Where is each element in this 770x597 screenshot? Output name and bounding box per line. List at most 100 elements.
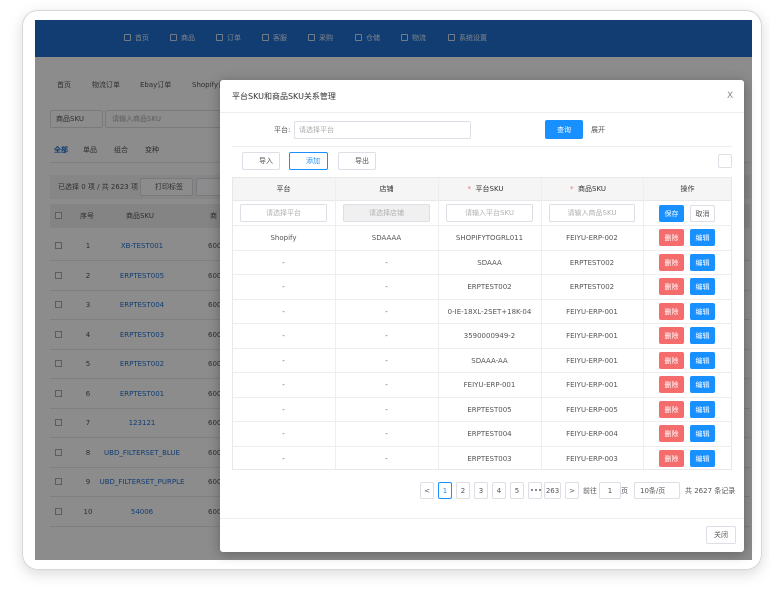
row-checkbox[interactable] xyxy=(55,242,62,249)
tab[interactable]: 组合 xyxy=(114,146,128,154)
edit-button[interactable] xyxy=(690,278,715,295)
delete-button[interactable] xyxy=(659,425,684,442)
edit-input[interactable] xyxy=(240,204,327,222)
cell: SDAAA xyxy=(477,258,502,267)
toolbar-button[interactable] xyxy=(242,152,280,170)
edit-button[interactable] xyxy=(690,253,715,271)
edit-button[interactable] xyxy=(690,327,715,344)
search-button[interactable] xyxy=(545,120,583,139)
next-button[interactable] xyxy=(565,482,579,499)
prev-button[interactable] xyxy=(420,482,434,499)
nav-item[interactable]: 仓储 xyxy=(366,34,380,42)
row-checkbox[interactable] xyxy=(55,330,62,338)
edit-button[interactable] xyxy=(690,376,715,393)
delete-button[interactable] xyxy=(659,302,684,320)
edit-button[interactable] xyxy=(690,425,715,442)
row-sku[interactable]: ERPTEST004 xyxy=(119,301,165,309)
cell: SHOPIFYTOGRL011 xyxy=(455,234,524,242)
row-sku[interactable]: ERPTEST001 xyxy=(119,389,165,398)
ellipsis-dot xyxy=(531,489,533,491)
close-icon[interactable]: X xyxy=(727,91,734,101)
edit-button[interactable] xyxy=(690,229,715,246)
row-sku[interactable]: 54006 xyxy=(130,507,154,516)
delete-button[interactable] xyxy=(659,229,684,246)
tab[interactable]: 全部 xyxy=(54,146,68,154)
cell: - xyxy=(282,356,285,365)
goto-input[interactable] xyxy=(599,482,621,499)
nav-item[interactable]: 首页 xyxy=(135,34,149,42)
platform-select[interactable] xyxy=(294,121,471,139)
nav-item[interactable]: 系统设置 xyxy=(459,34,487,42)
delete-button[interactable] xyxy=(659,376,684,393)
row-checkbox[interactable] xyxy=(55,448,62,456)
page-button[interactable] xyxy=(474,482,488,499)
nav-icon xyxy=(216,34,223,41)
nav-item[interactable]: 客服 xyxy=(273,34,287,42)
edit-input[interactable] xyxy=(549,204,635,222)
expand-link[interactable]: 展开 xyxy=(591,126,605,134)
header-checkbox xyxy=(55,212,62,219)
page-button[interactable] xyxy=(456,482,470,499)
edit-button[interactable] xyxy=(690,351,715,369)
cancel-button[interactable] xyxy=(690,205,715,222)
row-sku[interactable]: ERPTEST005 xyxy=(119,271,165,280)
page-unit: 页 xyxy=(621,487,628,495)
edit-input[interactable] xyxy=(343,204,430,222)
toolbar-button[interactable] xyxy=(289,152,328,170)
delete-button[interactable] xyxy=(659,351,684,369)
row-sku[interactable]: ERPTEST002 xyxy=(119,360,165,368)
edit-placeholder: 请选择平台 xyxy=(266,209,301,217)
row-sku[interactable]: UBD_FILTERSET_PURPLE xyxy=(99,478,185,486)
tab[interactable]: 变种 xyxy=(145,146,159,154)
page-button[interactable] xyxy=(438,482,452,499)
page-button[interactable] xyxy=(492,482,506,499)
edit-button[interactable] xyxy=(690,302,715,320)
settings-icon[interactable] xyxy=(718,154,732,168)
delete-button-text: 删除 xyxy=(664,381,679,389)
page-button-text: 2 xyxy=(460,487,466,495)
nav-item[interactable]: 商品 xyxy=(181,34,195,42)
save-button[interactable] xyxy=(659,205,684,222)
edit-button-text: 编辑 xyxy=(695,258,710,267)
page-button[interactable] xyxy=(544,482,561,499)
delete-button[interactable] xyxy=(659,327,684,344)
column-header: 序号 xyxy=(80,212,94,220)
toolbar-button[interactable] xyxy=(338,152,376,170)
nav-item[interactable]: 采购 xyxy=(319,34,333,42)
row-checkbox[interactable] xyxy=(55,389,62,397)
nav-bar xyxy=(35,20,752,57)
cell: - xyxy=(385,258,388,267)
row-checkbox[interactable] xyxy=(55,301,62,308)
breadcrumb[interactable]: Ebay订单 xyxy=(140,81,172,89)
breadcrumb[interactable]: 物流订单 xyxy=(92,81,120,89)
delete-button[interactable] xyxy=(659,449,684,467)
edit-input[interactable] xyxy=(446,204,533,222)
row-sku[interactable]: UBD_FILTERSET_BLUE xyxy=(104,448,180,457)
tab[interactable]: 单品 xyxy=(83,146,97,154)
cell: - xyxy=(385,283,388,291)
edit-button[interactable] xyxy=(690,400,715,418)
row-checkbox[interactable] xyxy=(55,507,62,515)
nav-item[interactable]: 物流 xyxy=(412,34,426,42)
row-checkbox[interactable] xyxy=(55,478,62,485)
cell: - xyxy=(385,381,388,389)
row-sku[interactable]: ERPTEST003 xyxy=(119,330,165,339)
row-checkbox[interactable] xyxy=(55,271,62,279)
close-button[interactable] xyxy=(706,526,736,544)
edit-button[interactable] xyxy=(690,449,715,467)
row-sku[interactable]: 123121 xyxy=(128,419,156,427)
page-size-select[interactable] xyxy=(634,482,680,499)
row-line xyxy=(232,298,732,300)
delete-button[interactable] xyxy=(659,278,684,295)
breadcrumb[interactable]: Shopify订 xyxy=(192,81,226,89)
print-button[interactable] xyxy=(140,178,193,196)
delete-button[interactable] xyxy=(659,253,684,271)
breadcrumb[interactable]: 首页 xyxy=(57,81,71,89)
row-index: 6 xyxy=(85,389,91,398)
delete-button[interactable] xyxy=(659,400,684,418)
row-checkbox[interactable] xyxy=(55,360,62,367)
nav-item[interactable]: 订单 xyxy=(227,34,241,42)
row-sku[interactable]: XB-TEST001 xyxy=(120,242,164,250)
page-button[interactable] xyxy=(510,482,524,499)
row-checkbox[interactable] xyxy=(55,419,62,426)
